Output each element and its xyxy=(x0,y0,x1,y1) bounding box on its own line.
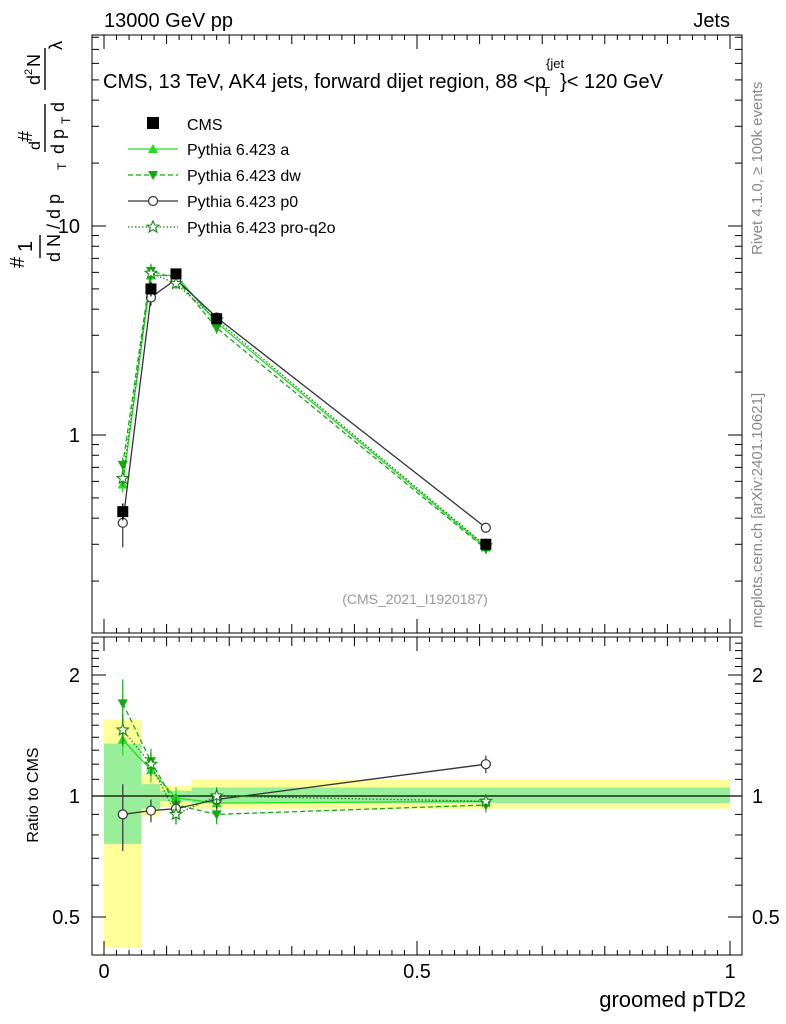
rivet-label: Rivet 4.1.0, ≥ 100k events xyxy=(749,82,766,255)
legend-pro-q2o-marker xyxy=(145,219,161,234)
main-point-pythia-6-423-pro-q2o xyxy=(143,265,159,280)
ratio-y-tick-label: 0.5 xyxy=(52,907,80,929)
ratio-point-pythia-6-423-pro-q2o xyxy=(143,756,159,771)
ratio-point-pythia-6-423-pro-q2o xyxy=(478,793,494,808)
main-line-pythia-6-423-a xyxy=(122,274,487,548)
legend-cms-marker xyxy=(147,117,159,129)
main-point-pythia-6-423-dw xyxy=(117,460,128,471)
ratio-point-pythia-6-423-p0 xyxy=(480,759,491,770)
main-point-cms xyxy=(117,506,129,518)
legend-a-label: Pythia 6.423 a xyxy=(187,142,289,159)
energy-label: 13000 GeV pp xyxy=(104,10,233,32)
main-line-pythia-6-423-dw xyxy=(122,270,487,550)
svg-text:2: 2 xyxy=(23,69,35,75)
ratio-bands xyxy=(92,719,742,948)
legend-a-marker xyxy=(148,144,158,153)
band-green-3 xyxy=(191,787,730,804)
main-y-tick-label: 10 xyxy=(58,216,80,238)
svg-text:#: # xyxy=(7,256,29,268)
legend-pro-q2o-label: Pythia 6.423 pro-q2o xyxy=(187,220,336,237)
main-line-pythia-6-423-p0 xyxy=(122,278,487,529)
ratio-y-tick-label-right: 1 xyxy=(752,786,763,808)
main-point-pythia-6-423-dw xyxy=(211,324,222,334)
series xyxy=(115,263,494,851)
x-tick-label: 1 xyxy=(724,961,735,983)
svg-text:λ: λ xyxy=(46,41,66,50)
svg-text:d p: d p xyxy=(48,129,68,154)
x-tick-label: 0.5 xyxy=(403,961,431,983)
main-y-tick-label: 1 xyxy=(69,425,80,447)
svg-text:1: 1 xyxy=(15,241,37,252)
ratio-point-pythia-6-423-dw xyxy=(117,699,128,709)
ratio-point-pythia-6-423-pro-q2o xyxy=(209,788,224,803)
legend-p0-marker xyxy=(147,195,159,207)
analysis-id: (CMS_2021_I1920187) xyxy=(342,591,488,607)
svg-text:d: d xyxy=(24,75,44,85)
ratio-point-pythia-6-423-pro-q2o xyxy=(115,722,130,737)
legend-cms-label: CMS xyxy=(187,117,223,134)
subtitle: CMS, 13 TeV, AK4 jets, forward dijet reg… xyxy=(103,56,664,99)
ratio-point-pythia-6-423-p0 xyxy=(145,805,157,816)
svg-text:#: # xyxy=(15,130,37,142)
ratio-line-pythia-6-423-pro-q2o xyxy=(122,729,486,816)
ratio-point-pythia-6-423-dw xyxy=(211,810,222,820)
main-point-cms xyxy=(211,313,223,325)
legend: CMS Pythia 6.423 a Pythia 6.423 dw Pythi… xyxy=(128,117,336,237)
ratio-y-axis-title: Ratio to CMS xyxy=(25,747,42,842)
svg-text:N: N xyxy=(24,54,44,67)
axes: 0 0.5 1 1 10 0.5 0.5 1 1 2 2 xyxy=(52,35,780,983)
main-point-pythia-6-423-pro-q2o xyxy=(115,470,130,485)
svg-text:d: d xyxy=(48,102,68,112)
svg-text:T: T xyxy=(55,162,69,170)
svg-text:T: T xyxy=(59,116,73,124)
main-y-axis-title: # 1 d N / d p T # d d p T d xyxy=(7,102,73,268)
ratio-point-pythia-6-423-p0 xyxy=(117,809,128,820)
mcplots-label: mcplots.cern.ch [arXiv:2401.10621] xyxy=(749,393,766,628)
legend-dw-marker xyxy=(148,171,158,180)
ratio-y-tick-label-right: 2 xyxy=(752,665,763,687)
svg-text:d: d xyxy=(27,141,44,150)
main-point-cms xyxy=(480,538,492,550)
legend-p0-label: Pythia 6.423 p0 xyxy=(187,194,298,211)
main-point-pythia-6-423-p0 xyxy=(480,522,491,533)
x-axis-title: groomed pTD2 xyxy=(599,987,746,1012)
legend-dw-label: Pythia 6.423 dw xyxy=(187,168,301,185)
ratio-y-tick-label: 1 xyxy=(69,786,80,808)
main-point-cms xyxy=(170,268,182,280)
main-line-pythia-6-423-pro-q2o xyxy=(122,272,487,547)
x-tick-label: 0 xyxy=(98,961,109,983)
category-label: Jets xyxy=(693,10,730,32)
ratio-point-pythia-6-423-pro-q2o xyxy=(168,806,184,821)
ratio-y-tick-label: 2 xyxy=(69,665,80,687)
svg-text:d N / d p: d N / d p xyxy=(44,194,64,262)
main-point-pythia-6-423-pro-q2o xyxy=(168,276,184,290)
main-point-cms xyxy=(145,283,157,295)
ratio-y-tick-label-right: 0.5 xyxy=(752,907,780,929)
